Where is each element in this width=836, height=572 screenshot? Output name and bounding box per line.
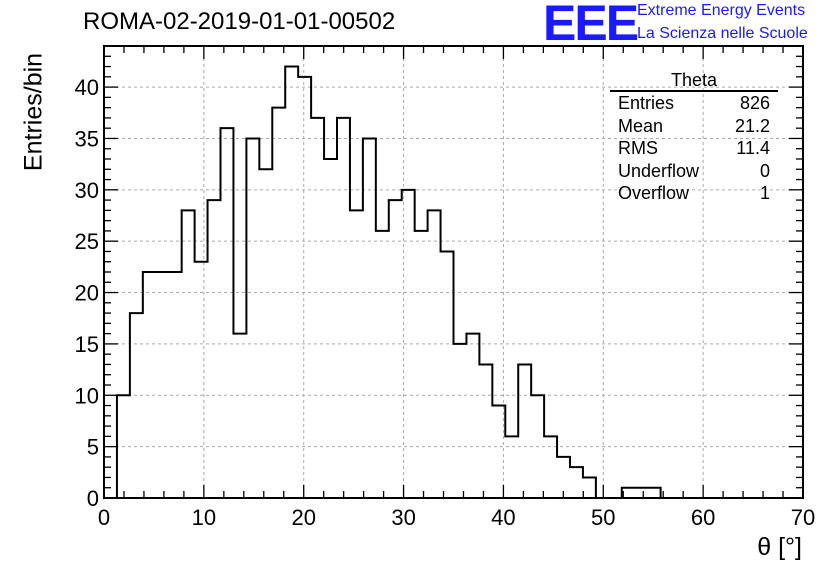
stats-row-mean: Mean 21.2 [610, 115, 778, 138]
x-tick-label: 50 [591, 505, 615, 530]
y-tick-label: 40 [75, 75, 99, 100]
stats-label: Mean [618, 115, 664, 136]
stats-value: 11.4 [736, 138, 770, 159]
y-tick-label: 35 [75, 126, 99, 151]
x-tick-label: 20 [291, 505, 315, 530]
plot-frame [103, 45, 804, 499]
chart-title: ROMA-02-2019-01-01-00502 [83, 8, 396, 35]
eee-logo: EEE [543, 0, 639, 51]
stats-label: RMS [618, 138, 658, 159]
x-tick-label: 40 [491, 505, 515, 530]
x-axis-label: θ [°] [757, 533, 802, 561]
y-tick-label: 5 [87, 435, 99, 460]
stats-value: 826 [739, 93, 770, 113]
stats-box: Theta Entries 826 Mean 21.2 RMS 11.4 Und… [610, 70, 778, 205]
histogram-series [115, 65, 803, 499]
stats-label: Underflow [618, 160, 700, 181]
stats-title: Theta [610, 70, 778, 92]
stats-row-underflow: Underflow 0 [610, 160, 778, 183]
stats-value: 21.2 [734, 115, 770, 136]
stats-row-entries: Entries 826 [610, 92, 778, 115]
y-tick-label: 15 [75, 332, 99, 357]
stats-label: Overflow [618, 183, 690, 204]
x-tick-label: 60 [691, 505, 715, 530]
logo-text-line1: Extreme Energy Events [637, 2, 806, 19]
y-tick-label: 25 [75, 229, 99, 254]
y-tick-label: 20 [75, 281, 99, 306]
logo-text-line2: La Scienza nelle Scuole [637, 25, 808, 42]
y-tick-label: 30 [75, 178, 99, 203]
stats-row-overflow: Overflow 1 [610, 182, 778, 205]
x-tick-label: 30 [391, 505, 415, 530]
stats-value: 1 [759, 183, 770, 204]
y-tick-label: 0 [87, 486, 99, 511]
axis-ticks [103, 45, 804, 499]
stats-label: Entries [618, 93, 675, 113]
x-tick-label: 70 [791, 505, 815, 530]
stats-row-rms: RMS 11.4 [610, 137, 778, 160]
y-axis-label: Entries/bin [19, 52, 48, 172]
y-tick-label: 10 [75, 383, 99, 408]
x-tick-label: 10 [192, 505, 216, 530]
x-tick-label: 0 [98, 505, 110, 530]
stats-value: 0 [759, 160, 770, 181]
